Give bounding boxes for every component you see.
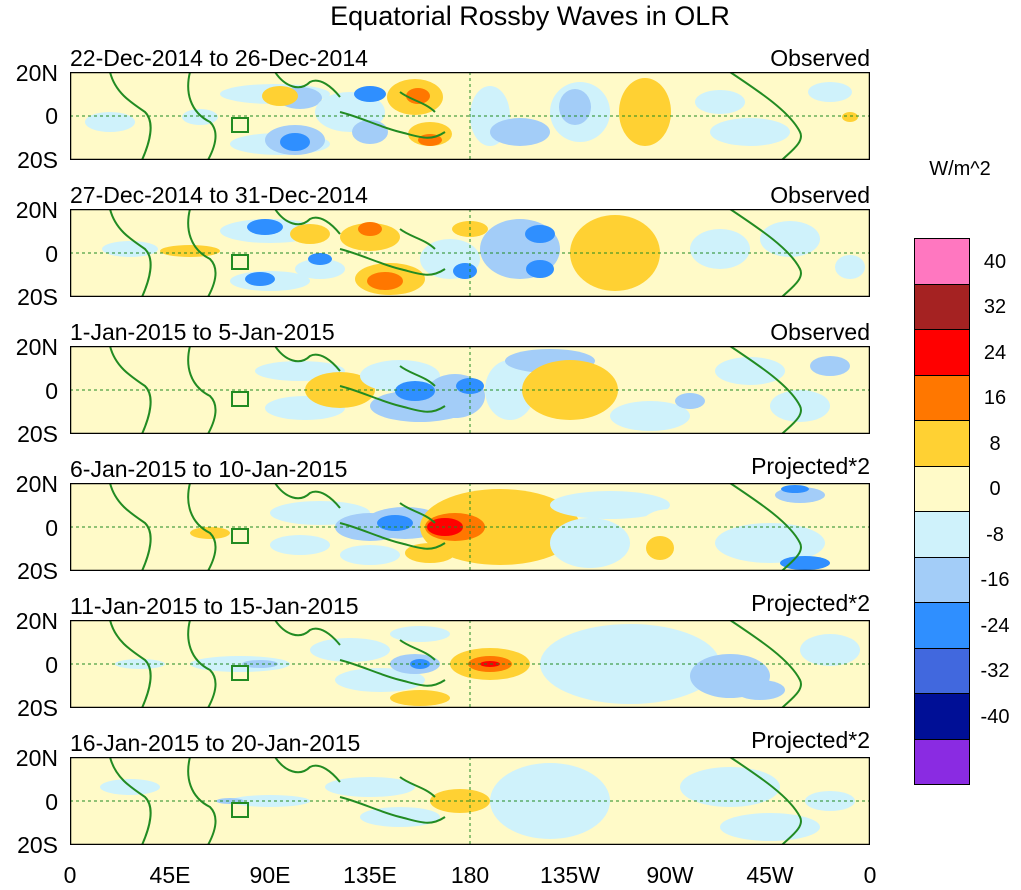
- lon-label-45e: 45E: [149, 862, 191, 888]
- panel-4-lat-20s: 20S: [17, 558, 58, 584]
- panel-5-type: Projected*2: [751, 590, 870, 616]
- panel-2-lat-20s: 20S: [17, 284, 58, 310]
- colorbar-swatch: [914, 374, 970, 421]
- panel-3-lat-20n: 20N: [15, 334, 58, 360]
- figure-title: Equatorial Rossby Waves in OLR: [330, 1, 730, 31]
- colorbar-swatch: [914, 511, 970, 558]
- panel-5-map: [70, 620, 870, 708]
- panel-2-lat-20n: 20N: [15, 197, 58, 223]
- panel-6-lat-20s: 20S: [17, 832, 58, 858]
- colorbar-level-label: -32: [980, 660, 1010, 682]
- panel-1-lat-0: 0: [45, 103, 58, 129]
- panel-4-map: [70, 483, 870, 571]
- panel-1-date: 22-Dec-2014 to 26-Dec-2014: [70, 45, 368, 71]
- panel-2-type: Observed: [770, 182, 870, 208]
- panel-3-map: [70, 346, 870, 434]
- panel-4-lat-0: 0: [45, 515, 58, 541]
- panel-2-lat-0: 0: [45, 241, 58, 267]
- colorbar-level-label: 8: [989, 432, 1001, 455]
- panel-4-lat-20n: 20N: [15, 471, 58, 497]
- panel-3-date: 1-Jan-2015 to 5-Jan-2015: [70, 319, 335, 345]
- panel-3-lat-0: 0: [45, 378, 58, 404]
- lon-label-0: 0: [63, 862, 77, 888]
- colorbar-level-label: -8: [986, 523, 1004, 546]
- lon-label-90w: 90W: [646, 862, 694, 888]
- panel-1-lat-20n: 20N: [15, 60, 58, 86]
- colorbar-swatch: [914, 738, 970, 785]
- colorbar-level-label: 16: [983, 387, 1007, 409]
- panel-2-date: 27-Dec-2014 to 31-Dec-2014: [70, 182, 368, 208]
- panel-5-lat-20s: 20S: [17, 695, 58, 721]
- panel-6-date: 16-Jan-2015 to 20-Jan-2015: [70, 730, 361, 756]
- panel-5-lat-20n: 20N: [15, 608, 58, 634]
- colorbar-swatch: [914, 693, 970, 740]
- colorbar-level-label: -16: [980, 569, 1010, 591]
- colorbar-level-label: -24: [980, 614, 1010, 637]
- panel-1-type: Observed: [770, 45, 870, 71]
- colorbar-swatch: [914, 329, 970, 376]
- colorbar-level-label: 40: [983, 250, 1007, 273]
- panel-2-map: [70, 209, 870, 297]
- panel-3-type: Observed: [770, 319, 870, 345]
- panel-1-lat-20s: 20S: [17, 147, 58, 173]
- colorbar-level-label: 32: [983, 296, 1007, 318]
- lon-label-45w: 45W: [746, 862, 794, 888]
- colorbar-units: W/m^2: [929, 158, 991, 180]
- panel-6-map: [70, 757, 870, 845]
- panel-5-lat-0: 0: [45, 652, 58, 678]
- lon-label-135e: 135E: [343, 862, 397, 888]
- colorbar-level-label: -40: [980, 705, 1010, 728]
- panel-1-map: [70, 72, 870, 160]
- panel-5-date: 11-Jan-2015 to 15-Jan-2015: [70, 593, 359, 619]
- panel-6-type: Projected*2: [751, 727, 870, 753]
- colorbar-level-label: 24: [983, 341, 1007, 364]
- panel-6-lat-0: 0: [45, 789, 58, 815]
- colorbar-level-label: 0: [989, 478, 1001, 500]
- panel-6-lat-20n: 20N: [15, 745, 58, 771]
- colorbar-swatch: [914, 465, 970, 512]
- colorbar-swatch: [914, 238, 970, 285]
- panel-3-lat-20s: 20S: [17, 421, 58, 447]
- lon-label-0-end: 0: [863, 862, 877, 888]
- colorbar-swatch: [914, 283, 970, 330]
- colorbar-swatch: [914, 647, 970, 694]
- panel-4-date: 6-Jan-2015 to 10-Jan-2015: [70, 456, 348, 482]
- colorbar-swatch: [914, 602, 970, 649]
- lon-label-135w: 135W: [539, 862, 601, 888]
- lon-label-180: 180: [450, 862, 490, 888]
- colorbar-swatch: [914, 556, 970, 603]
- colorbar-swatch: [914, 420, 970, 467]
- lon-label-90e: 90E: [249, 862, 291, 888]
- panel-4-type: Projected*2: [751, 453, 870, 479]
